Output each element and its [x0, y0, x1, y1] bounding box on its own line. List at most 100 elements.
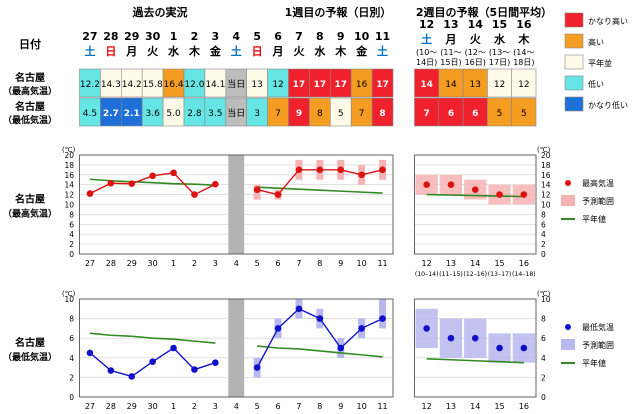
category-swatch	[564, 54, 584, 70]
date-day: 6	[274, 30, 282, 43]
category-swatch	[564, 96, 584, 112]
x-tick-label: 30	[148, 259, 158, 268]
week2-day: 16	[516, 18, 532, 31]
x-tick-label: 29	[127, 259, 137, 268]
table-cell-value: 7	[359, 109, 365, 119]
x-tick-label: 9	[338, 259, 343, 268]
normal-line-week1	[257, 345, 383, 358]
x-tick-range-week2: (10–14)	[415, 271, 439, 278]
table-cell-value: 17	[314, 80, 327, 90]
chart-label-type: （最低気温）	[3, 351, 57, 363]
y-tick-label-right: 2	[541, 240, 546, 249]
x-tick-label: 29	[127, 402, 137, 411]
week2-cell-value: 5	[497, 109, 503, 119]
week2-weekday: 水	[494, 32, 506, 46]
y-tick-label-right: 12	[541, 191, 551, 200]
date-weekday: 金	[209, 44, 222, 58]
week2-range-start: (12〜	[465, 48, 486, 57]
y-tick-label-right: 0	[541, 250, 546, 259]
forecast-point	[379, 166, 386, 174]
week2-range-end: 18日)	[513, 58, 534, 67]
y-tick-label-right: 6	[541, 220, 546, 229]
week2-cell-value: 14	[445, 80, 457, 90]
table-cell-value: 14.2	[122, 80, 142, 90]
row-label-city: 名古屋	[15, 71, 45, 84]
week2-range-start: (13〜	[489, 48, 510, 57]
table-cell-value: 3.5	[208, 109, 222, 119]
observed-point	[107, 367, 115, 374]
x-tick-label: 2	[192, 402, 197, 411]
table-cell-value: 13	[251, 80, 262, 90]
header-week2-title: 2週目の予報（5日間平均）	[416, 5, 552, 19]
table-cell-value: 14.1	[205, 80, 225, 90]
week2-weekday: 火	[470, 33, 482, 46]
forecast-point	[316, 166, 324, 174]
week2-cell	[462, 68, 488, 98]
observed-point	[170, 169, 177, 177]
category-label: かなり高い	[588, 16, 628, 26]
x-tick-label: 30	[148, 402, 158, 411]
date-weekday: 水	[314, 44, 326, 58]
y-tick-label: 6	[69, 334, 74, 343]
table-cell-value: 5.0	[166, 109, 181, 119]
week2-cell	[414, 97, 440, 127]
week2-cell-value: 7	[424, 109, 430, 119]
x-tick-label: 2	[192, 259, 197, 268]
date-weekday: 月	[272, 45, 284, 58]
week2-point	[496, 191, 503, 198]
y-tick-label: 10	[64, 295, 74, 304]
header-past-title: 過去の実況	[132, 5, 188, 19]
date-weekday: 日	[105, 45, 116, 58]
y-tick-label-right: 10	[541, 295, 551, 304]
y-tick-label-right: 20	[541, 151, 551, 160]
week2-cell	[511, 68, 537, 98]
table-cell-value: 8	[317, 109, 323, 119]
week2-weekday: 土	[421, 32, 432, 46]
y-tick-label: 20	[64, 151, 74, 160]
date-day: 1	[170, 30, 178, 43]
date-weekday: 火	[147, 45, 159, 58]
week2-point	[447, 181, 455, 188]
plot-frame-daily	[79, 154, 394, 255]
x-tick-range-week2: (11–15)	[439, 271, 463, 278]
x-tick-label: 5	[255, 259, 260, 268]
x-tick-label: 27	[85, 259, 95, 268]
week2-point	[423, 325, 430, 332]
forecast-point	[358, 325, 365, 332]
observed-point	[191, 191, 198, 198]
week2-cell	[414, 68, 440, 98]
forecast-point	[358, 171, 365, 179]
table-cell-value: 14.3	[101, 80, 121, 90]
y-tick-label: 0	[69, 250, 74, 259]
date-day: 3	[212, 30, 220, 43]
category-swatch	[564, 75, 584, 91]
chart-label-city: 名古屋	[15, 193, 45, 206]
table-cell-value: 当日	[227, 107, 245, 119]
x-tick-label: 6	[276, 402, 281, 411]
date-label: 日付	[19, 37, 41, 51]
y-tick-label: 14	[64, 181, 74, 190]
week2-day: 12	[419, 18, 434, 31]
normal-line-week2	[426, 193, 524, 198]
y-tick-label: 6	[69, 220, 74, 229]
forecast-point	[253, 186, 261, 193]
x-tick-label-week2: 14	[470, 259, 480, 268]
date-day: 2	[191, 30, 199, 43]
y-tick-label: 4	[69, 354, 74, 363]
legend-normal-label: 平年値	[582, 214, 606, 224]
table-cell-value: 2.8	[187, 109, 202, 119]
plot-frame-week2	[414, 154, 537, 255]
category-label: 平年並	[588, 58, 612, 68]
normal-line-past	[89, 332, 216, 344]
table-cell-value: 4.5	[83, 109, 97, 119]
category-label: かなり低い	[588, 100, 628, 110]
date-day: 9	[337, 30, 345, 43]
date-weekday: 木	[188, 44, 201, 58]
x-tick-label: 3	[213, 259, 218, 268]
normal-line-week2	[426, 357, 524, 364]
x-tick-label-week2: 13	[446, 402, 456, 411]
y-tick-label: 2	[69, 240, 74, 249]
row-label-type: （最高気温）	[3, 85, 57, 97]
forecast-point	[295, 305, 303, 313]
legend-range-label: 予測範囲	[582, 196, 614, 206]
